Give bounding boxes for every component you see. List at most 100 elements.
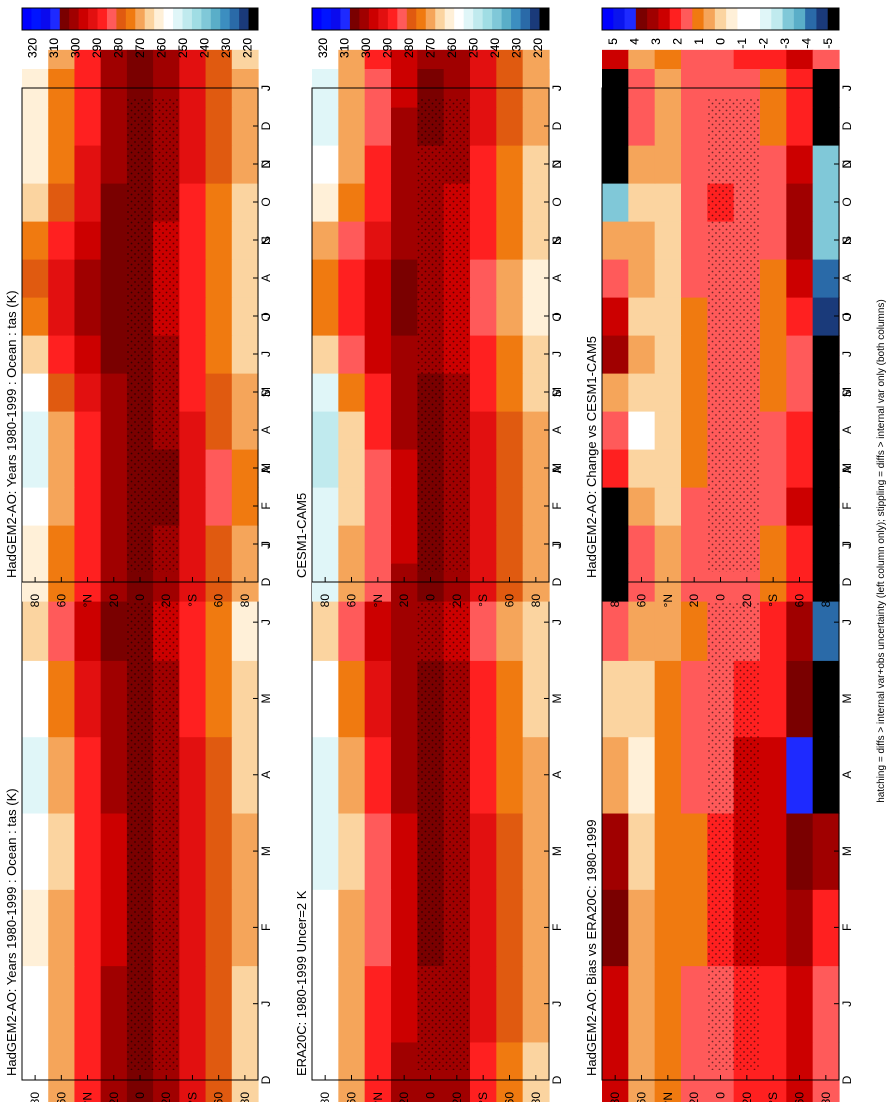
heatmap-cell	[312, 525, 339, 564]
lat-tick-label: °N	[661, 594, 675, 607]
heatmap-cell	[496, 107, 524, 146]
heatmap-cell	[786, 183, 814, 222]
colorbar-label: 0	[714, 38, 728, 45]
month-tick-label: A	[550, 274, 564, 282]
colorbar-swatch	[88, 8, 98, 30]
heatmap-cell	[179, 449, 207, 488]
heatmap-cell	[786, 487, 814, 526]
heatmap-cell	[364, 373, 392, 412]
heatmap-cell	[22, 525, 49, 564]
colorbar-frame	[21, 7, 259, 31]
heatmap-cell	[205, 965, 233, 1043]
lat-tick-label: 80	[238, 594, 252, 608]
heatmap-cell	[654, 297, 682, 336]
heatmap-cell	[364, 889, 392, 967]
heatmap-cell	[628, 411, 656, 450]
lat-tick-label: 80	[28, 1092, 42, 1102]
colorbar-swatch	[191, 8, 202, 30]
heatmap-cell	[205, 525, 233, 564]
colorbar-swatch	[368, 8, 379, 30]
month-tick-label: D	[840, 160, 854, 169]
heatmap-cell	[205, 889, 233, 967]
heatmap-cell	[100, 259, 128, 298]
colorbar-swatch	[201, 8, 212, 30]
colorbar-label: 3	[649, 38, 663, 45]
lat-tick-label: 20	[687, 1092, 701, 1102]
colorbar-label: 260	[445, 38, 459, 58]
heatmap-cell	[74, 107, 102, 146]
colorbar-swatch	[173, 8, 183, 30]
heatmap-cell	[470, 487, 497, 526]
heatmap-cell	[179, 736, 207, 814]
heatmap-cell	[391, 411, 418, 450]
heatmap-cell	[602, 449, 629, 488]
month-tick-label: F	[550, 924, 564, 931]
heatmap-cell	[100, 660, 128, 738]
heatmap-cell	[628, 259, 656, 298]
heatmap-cell	[364, 183, 392, 222]
heatmap-cell	[654, 145, 682, 184]
heatmap-cell	[74, 812, 102, 890]
heatmap-cell	[312, 736, 339, 814]
heatmap-cell	[786, 525, 814, 564]
heatmap-cell	[786, 889, 814, 967]
heatmap-cell	[760, 965, 787, 1043]
heatmap-cell	[496, 183, 524, 222]
month-tick-label: N	[550, 236, 564, 245]
colorbar-swatch	[154, 8, 164, 30]
heatmap-cell	[48, 487, 76, 526]
lat-tick-label: 60	[635, 1092, 649, 1102]
heatmap-cell	[812, 1041, 840, 1107]
heatmap-cell	[364, 1041, 392, 1107]
heatmap-cell	[22, 889, 49, 967]
heatmap-cell	[470, 221, 497, 260]
colorbar-swatch	[760, 8, 772, 30]
colorbar-label: 270	[424, 38, 438, 58]
heatmap-cell	[470, 373, 497, 412]
heatmap-cell	[48, 107, 76, 146]
month-tick-label: J	[840, 85, 854, 91]
heatmap-cell	[205, 335, 233, 374]
month-tick-label: A	[840, 466, 854, 474]
heatmap-cell	[628, 487, 656, 526]
month-tick-label: J	[840, 85, 854, 91]
heatmap-cell	[48, 965, 76, 1043]
colorbar-label: -2	[757, 38, 771, 49]
heatmap-cell	[602, 335, 629, 374]
colorbar-swatch	[416, 8, 427, 30]
heatmap-cell	[654, 411, 682, 450]
heatmap-cell	[22, 965, 49, 1043]
heatmap-cell	[681, 373, 708, 412]
heatmap-cell	[231, 1041, 259, 1107]
colorbar-swatch	[463, 8, 474, 30]
heatmap-cell	[205, 107, 233, 146]
lat-tick-label: °N	[371, 594, 385, 607]
heatmap-cell	[654, 965, 682, 1043]
heatmap-cell	[496, 335, 524, 374]
month-tick-label: M	[259, 463, 273, 473]
month-tick-label: A	[840, 771, 854, 779]
colorbar-swatch	[635, 8, 648, 30]
colorbar-swatch	[827, 8, 840, 30]
heatmap-cell	[100, 221, 128, 260]
colorbar-swatch	[444, 8, 455, 30]
heatmap-cell	[179, 965, 207, 1043]
colorbar-label: -2	[757, 38, 771, 49]
heatmap-cell	[654, 812, 682, 890]
month-tick-label: D	[259, 121, 273, 130]
heatmap-cell	[628, 812, 656, 890]
colorbar-swatch	[239, 8, 249, 30]
colorbar-swatch	[163, 8, 174, 30]
colorbar-swatch	[530, 8, 540, 30]
colorbar-label: 270	[133, 38, 147, 58]
heatmap-cell	[391, 221, 418, 260]
colorbar-swatch	[182, 8, 193, 30]
month-tick-label: O	[840, 312, 854, 321]
colorbar-swatch	[726, 8, 738, 30]
heatmap-cell	[48, 145, 76, 184]
month-tick-label: N	[259, 236, 273, 245]
heatmap-cell	[496, 525, 524, 564]
heatmap-cell	[681, 525, 708, 564]
heatmap-cell	[760, 1041, 787, 1107]
lat-tick-label: 60	[345, 1092, 359, 1102]
